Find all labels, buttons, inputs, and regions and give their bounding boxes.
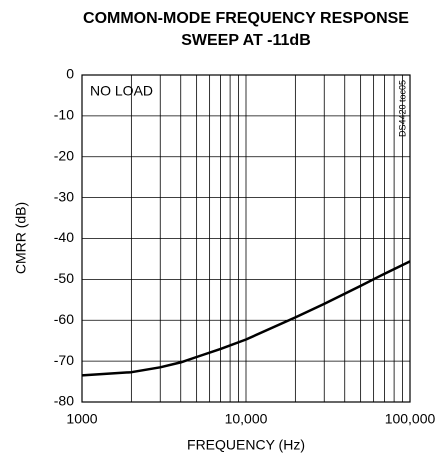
y-tick-label: -60 (54, 311, 74, 327)
y-tick-label: -70 (54, 352, 74, 368)
x-tick-label: 1000 (66, 411, 97, 427)
annotation: NO LOAD (90, 83, 153, 99)
chart-title: COMMON-MODE FREQUENCY RESPONSE (83, 10, 409, 27)
y-tick-label: -40 (54, 229, 74, 245)
y-axis-label: CMRR (dB) (13, 202, 29, 274)
y-tick-label: -30 (54, 188, 74, 204)
chart-title: SWEEP AT -11dB (181, 32, 311, 49)
y-tick-label: -10 (54, 107, 74, 123)
data-line (81, 260, 411, 377)
y-tick-label: -50 (54, 270, 74, 286)
x-axis-label: FREQUENCY (Hz) (187, 437, 305, 453)
y-tick-label: 0 (66, 66, 74, 82)
plot-frame (81, 74, 411, 403)
x-tick-label: 100,000 (385, 411, 436, 427)
y-tick-label: -20 (54, 147, 74, 163)
y-tick-label: -80 (54, 393, 74, 409)
x-tick-label: 10,000 (225, 411, 268, 427)
